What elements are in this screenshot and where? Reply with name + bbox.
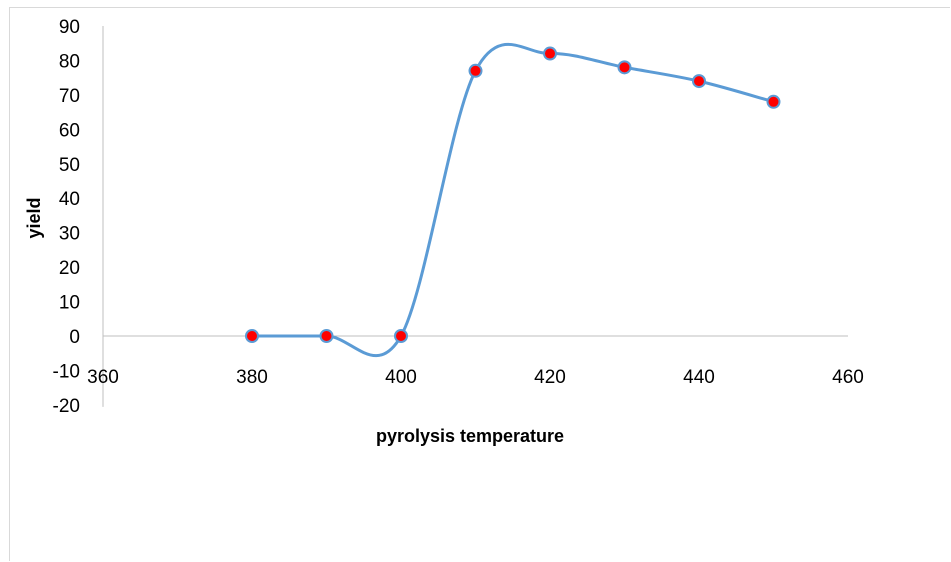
y-tick-label: 60 <box>59 120 80 141</box>
data-point <box>543 46 557 61</box>
data-point <box>394 329 408 343</box>
axes <box>102 26 848 407</box>
data-point <box>319 329 334 343</box>
y-tick-label: 20 <box>59 258 80 279</box>
x-tick-labels: 360 380 400 420 440 460 <box>87 367 864 388</box>
y-axis-title: yield <box>24 197 44 238</box>
data-point <box>617 60 632 75</box>
series-line <box>252 42 774 358</box>
y-tick-label: -20 <box>53 396 80 417</box>
y-tick-labels: -20 -10 0 10 20 30 40 50 60 70 80 90 <box>53 17 80 417</box>
x-tick-label: 440 <box>683 367 715 388</box>
y-tick-label: 90 <box>59 17 80 38</box>
y-tick-label: 50 <box>59 155 80 176</box>
data-point <box>468 63 483 78</box>
data-point <box>245 329 259 343</box>
x-tick-label: 360 <box>87 367 119 388</box>
data-points <box>245 46 781 343</box>
x-tick-label: 460 <box>832 367 864 388</box>
y-tick-label: 0 <box>69 327 80 348</box>
x-tick-label: 380 <box>236 367 268 388</box>
chart-frame <box>9 7 950 561</box>
y-tick-label: 80 <box>59 51 80 72</box>
x-tick-label: 400 <box>385 367 417 388</box>
x-axis-title: pyrolysis temperature <box>376 426 564 446</box>
data-point <box>766 94 781 109</box>
x-tick-label: 420 <box>534 367 566 388</box>
y-tick-label: 30 <box>59 224 80 245</box>
data-point <box>692 74 706 89</box>
y-tick-label: -10 <box>53 361 80 382</box>
y-tick-label: 10 <box>59 293 80 314</box>
y-tick-label: 40 <box>59 189 80 210</box>
y-tick-label: 70 <box>59 86 80 107</box>
